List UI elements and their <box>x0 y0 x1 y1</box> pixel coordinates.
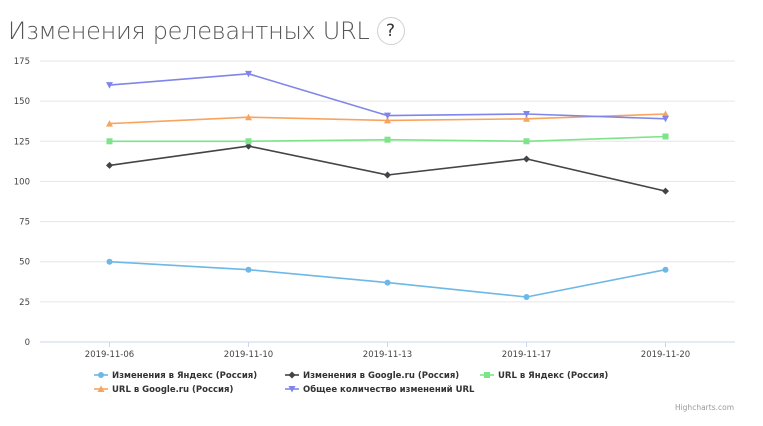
y-tick-label: 50 <box>19 258 30 268</box>
x-tick-label: 2019-11-06 <box>85 350 134 360</box>
data-point[interactable] <box>106 258 113 265</box>
series-line[interactable] <box>109 145 666 192</box>
data-point[interactable] <box>106 120 113 127</box>
x-tick-label: 2019-11-13 <box>363 350 412 360</box>
legend-item[interactable]: Общее количество изменений URL <box>285 384 475 395</box>
legend-label: Изменения в Яндекс (Россия) <box>112 371 257 381</box>
y-tick-label: 0 <box>25 338 30 348</box>
legend-marker <box>288 371 296 379</box>
y-tick-label: 25 <box>19 298 30 308</box>
data-point[interactable] <box>245 70 252 78</box>
x-tick-label: 2019-11-20 <box>641 350 690 360</box>
x-tick-label: 2019-11-10 <box>224 350 273 360</box>
data-point[interactable] <box>384 279 391 286</box>
legend-marker <box>484 372 490 378</box>
title-row: Изменения релевантных URL ? <box>8 13 405 49</box>
y-tick-label: 100 <box>14 177 30 187</box>
series-4 <box>106 110 669 127</box>
axes: 0 25 50 75 100 125 150 175 2019-11-06 2019-11-10 2… <box>14 57 735 360</box>
data-point[interactable] <box>523 138 530 145</box>
data-point[interactable] <box>662 266 669 273</box>
data-point[interactable] <box>106 138 113 145</box>
data-point[interactable] <box>106 82 113 89</box>
help-button[interactable]: ? <box>376 17 405 45</box>
legend-item[interactable]: URL в Яндекс (Россия) <box>480 371 608 381</box>
data-point[interactable] <box>662 187 669 195</box>
data-point[interactable] <box>523 110 530 118</box>
x-tick-label: 2019-11-17 <box>502 350 551 360</box>
series-5 <box>106 70 669 123</box>
data-point[interactable] <box>245 138 252 145</box>
data-point[interactable] <box>523 294 530 301</box>
y-tick-label: 150 <box>14 97 30 107</box>
data-point[interactable] <box>523 115 530 122</box>
data-point[interactable] <box>523 155 530 163</box>
legend-label: Общее количество изменений URL <box>303 384 475 395</box>
data-point[interactable] <box>245 142 252 150</box>
legend-item[interactable]: Изменения в Яндекс (Россия) <box>94 371 257 381</box>
credits-text[interactable]: Highcharts.com <box>675 403 734 412</box>
data-point[interactable] <box>245 113 252 121</box>
legend-label: URL в Яндекс (Россия) <box>498 371 608 381</box>
legend[interactable]: Изменения в Яндекс (Россия) Изменения в G… <box>94 371 608 395</box>
grid <box>40 60 735 303</box>
legend-marker <box>98 372 104 378</box>
legend-marker <box>288 386 296 393</box>
series-line[interactable] <box>109 73 666 120</box>
data-point[interactable] <box>106 161 113 169</box>
y-tick-label: 125 <box>14 137 30 147</box>
legend-label: URL в Google.ru (Россия) <box>112 385 233 395</box>
data-point[interactable] <box>662 115 669 123</box>
legend-item[interactable]: URL в Google.ru (Россия) <box>94 385 233 395</box>
data-point[interactable] <box>384 171 391 179</box>
data-point[interactable] <box>245 266 252 273</box>
series-line[interactable] <box>109 260 666 298</box>
data-point[interactable] <box>662 133 669 140</box>
legend-item[interactable]: Изменения в Google.ru (Россия) <box>285 371 459 381</box>
data-point[interactable] <box>384 116 391 124</box>
series-3 <box>106 133 669 145</box>
data-point[interactable] <box>384 136 391 143</box>
legend-label: Изменения в Google.ru (Россия) <box>303 371 459 381</box>
data-point[interactable] <box>662 110 669 117</box>
y-tick-label: 175 <box>14 57 30 67</box>
legend-marker <box>97 385 105 392</box>
series-1 <box>106 258 669 301</box>
y-tick-label: 75 <box>19 218 30 228</box>
series-2 <box>106 142 669 195</box>
series <box>106 70 669 301</box>
page-title: Изменения релевантных URL <box>8 17 370 45</box>
data-point[interactable] <box>384 112 391 120</box>
